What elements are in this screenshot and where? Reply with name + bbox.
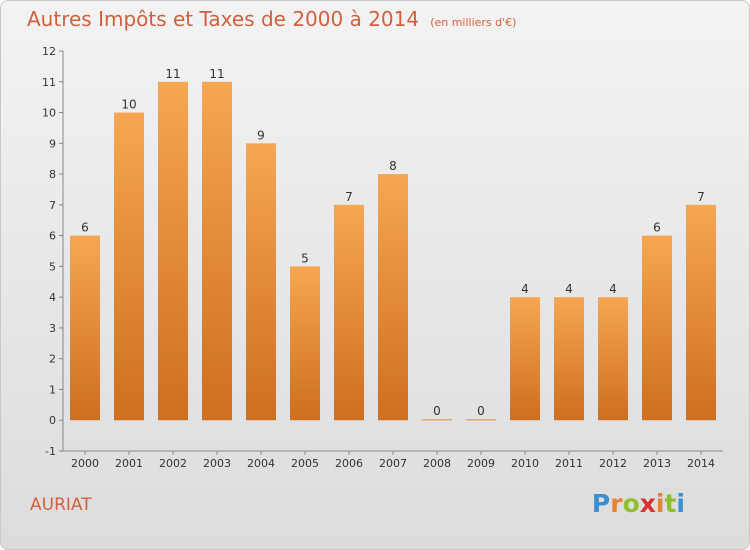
x-tick-label: 2012 (599, 457, 627, 470)
bar (466, 419, 496, 421)
y-tick-label: -1 (45, 445, 56, 458)
data-label: 11 (209, 67, 224, 81)
y-tick-label: 0 (49, 414, 56, 427)
x-tick-label: 2007 (379, 457, 407, 470)
y-tick-label: 9 (49, 137, 56, 150)
x-tick-label: 2010 (511, 457, 539, 470)
bar (378, 174, 408, 421)
x-tick-label: 2008 (423, 457, 451, 470)
y-tick-label: 1 (49, 383, 56, 396)
bar (158, 81, 188, 421)
bar (642, 235, 672, 421)
chart-unit: (en milliers d'€) (430, 16, 517, 29)
data-label: 4 (609, 282, 617, 296)
x-tick-label: 2006 (335, 457, 363, 470)
data-label: 10 (121, 98, 136, 112)
title-row: Autres Impôts et Taxes de 2000 à 2014 (e… (27, 7, 516, 31)
bar (422, 419, 452, 421)
data-label: 0 (433, 404, 441, 418)
data-label: 4 (521, 282, 529, 296)
bar (114, 112, 144, 421)
bar (334, 204, 364, 421)
x-tick-label: 2003 (203, 457, 231, 470)
x-tick-label: 2005 (291, 457, 319, 470)
y-tick-label: 7 (49, 199, 56, 212)
x-tick-label: 2011 (555, 457, 583, 470)
y-tick-label: 5 (49, 260, 56, 273)
x-tick-label: 2013 (643, 457, 671, 470)
data-label: 6 (81, 221, 89, 235)
bar (290, 266, 320, 421)
data-label: 7 (697, 190, 705, 204)
y-tick-label: 6 (49, 230, 56, 243)
x-tick-label: 2001 (115, 457, 143, 470)
y-tick-label: 10 (42, 107, 56, 120)
x-tick-label: 2000 (71, 457, 99, 470)
y-tick-label: 8 (49, 168, 56, 181)
bar (246, 143, 276, 421)
x-tick-label: 2014 (687, 457, 715, 470)
y-tick-label: 12 (42, 45, 56, 58)
bar (70, 235, 100, 421)
bar (598, 297, 628, 421)
data-label: 11 (165, 67, 180, 81)
bar (686, 204, 716, 421)
data-label: 6 (653, 221, 661, 235)
data-label: 5 (301, 251, 309, 265)
chart-title: Autres Impôts et Taxes de 2000 à 2014 (27, 7, 420, 31)
data-label: 0 (477, 404, 485, 418)
bar (554, 297, 584, 421)
proxiti-logo: Proxiti (591, 489, 685, 518)
data-label: 4 (565, 282, 573, 296)
data-label: 9 (257, 128, 265, 142)
y-tick-label: 11 (42, 76, 56, 89)
bar (202, 81, 232, 421)
y-tick-label: 3 (49, 322, 56, 335)
data-label: 8 (389, 159, 397, 173)
y-tick-label: 2 (49, 353, 56, 366)
commune-name: AURIAT (30, 495, 92, 515)
x-tick-label: 2009 (467, 457, 495, 470)
y-tick-label: 4 (49, 291, 56, 304)
x-tick-label: 2004 (247, 457, 275, 470)
x-tick-label: 2002 (159, 457, 187, 470)
data-label: 7 (345, 190, 353, 204)
bar (510, 297, 540, 421)
